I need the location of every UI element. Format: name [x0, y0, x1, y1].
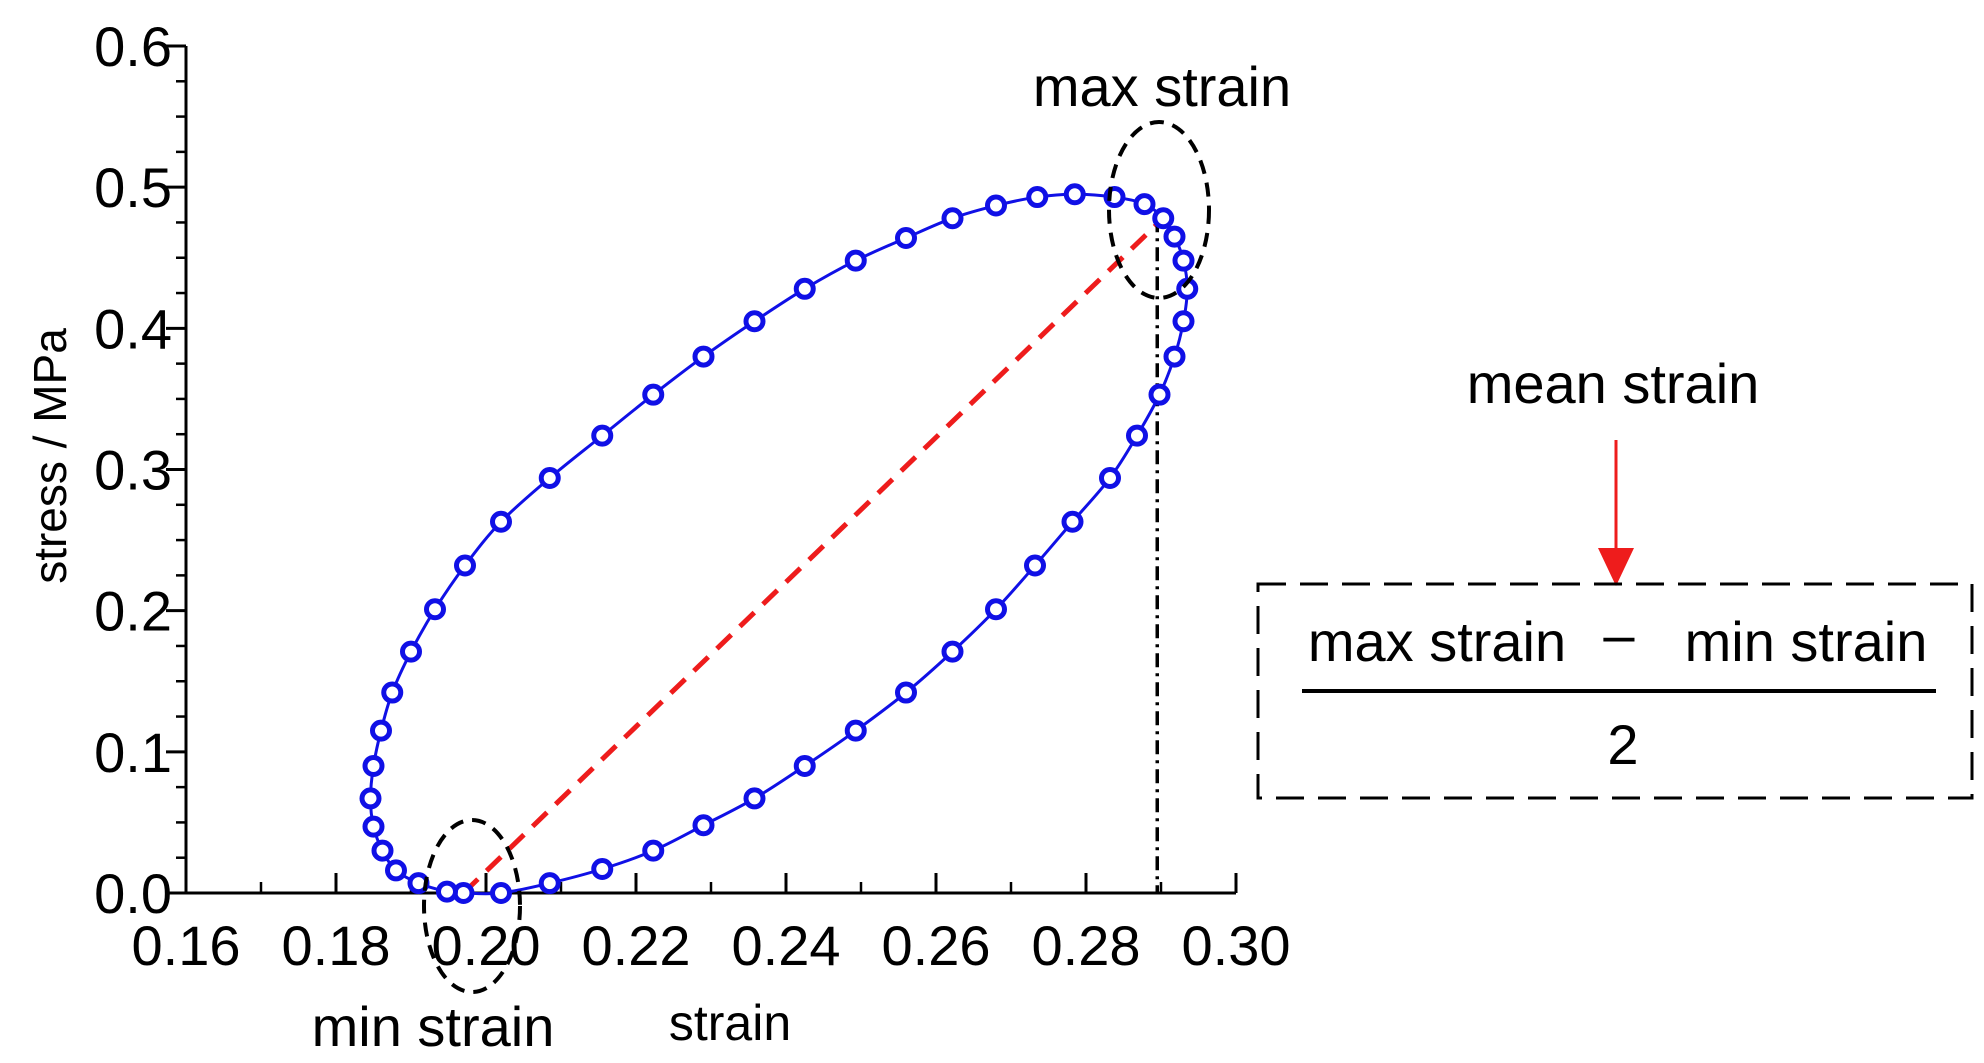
data-point [1152, 207, 1175, 230]
series-markers [359, 183, 1199, 904]
data-point [1172, 310, 1195, 333]
data-point [642, 839, 665, 862]
formula-minus-sign: – [1603, 603, 1635, 666]
x-tick-label: 0.18 [282, 914, 391, 977]
y-axis-ticks: 0.0 0.1 0.2 0.3 0.4 0.5 0.6 [94, 15, 186, 925]
data-point [642, 383, 665, 406]
data-point [1026, 186, 1049, 209]
data-point [793, 754, 816, 777]
data-point [1133, 193, 1156, 216]
data-point [400, 640, 422, 663]
data-point [359, 787, 382, 810]
x-tick-label: 0.20 [432, 914, 541, 977]
data-point [1099, 466, 1121, 489]
data-point [490, 510, 512, 533]
max-strain-ellipse [1107, 120, 1211, 300]
data-point [538, 872, 561, 895]
data-point [490, 882, 512, 904]
x-tick-label: 0.30 [1182, 914, 1291, 977]
data-point [1024, 554, 1046, 577]
data-point [370, 719, 392, 742]
data-point [743, 787, 766, 810]
data-point [371, 839, 394, 862]
y-tick-label: 0.1 [94, 721, 172, 784]
x-tick-label: 0.24 [732, 914, 841, 977]
data-point [692, 814, 715, 837]
formula-numerator-left: max strain [1308, 610, 1566, 673]
data-point [454, 554, 476, 577]
mean-strain-arrow-head [1598, 548, 1634, 586]
x-axis-ticks: 0.16 0.18 0.20 0.22 0.24 0.26 0.28 0.30 [132, 873, 1291, 977]
data-point [793, 277, 816, 300]
y-tick-label: 0.2 [94, 580, 172, 643]
data-point [985, 194, 1007, 217]
y-tick-label: 0.4 [94, 297, 172, 360]
data-point [1126, 424, 1148, 447]
data-point [424, 598, 446, 621]
min-strain-ellipse [422, 818, 522, 994]
data-point [362, 815, 385, 838]
data-point [844, 719, 867, 742]
x-axis-label: strain [669, 995, 791, 1051]
mean-strain-label: mean strain [1467, 352, 1760, 415]
y-tick-label: 0.6 [94, 15, 172, 78]
data-point [1163, 225, 1186, 248]
y-tick-label: 0.0 [94, 862, 172, 925]
data-point [844, 249, 867, 272]
formula-numerator-right: min strain [1685, 610, 1928, 673]
data-point [895, 226, 917, 249]
y-tick-label: 0.5 [94, 156, 172, 219]
data-point [941, 207, 964, 230]
data-point [692, 345, 715, 368]
data-point [436, 880, 458, 903]
data-point [381, 681, 404, 704]
data-point [591, 424, 614, 447]
data-point [1061, 510, 1084, 533]
max-strain-label: max strain [1033, 55, 1291, 118]
data-point [985, 598, 1007, 621]
mean-strain-dashed-line [461, 216, 1165, 895]
data-point [538, 466, 561, 489]
data-point [1148, 383, 1171, 406]
data-point [1163, 345, 1186, 368]
x-tick-label: 0.26 [882, 914, 991, 977]
y-tick-label: 0.3 [94, 439, 172, 502]
data-point [895, 681, 917, 704]
axes [184, 46, 1236, 895]
formula-box [1256, 582, 1974, 800]
data-point [1172, 249, 1195, 272]
guides [461, 216, 1165, 895]
min-strain-label: min strain [312, 995, 555, 1058]
series-line [368, 192, 1189, 896]
data-point [591, 858, 614, 881]
data-point [362, 754, 385, 777]
y-axis-label: stress / MPa [24, 328, 76, 584]
x-tick-label: 0.16 [132, 914, 241, 977]
formula-denominator: 2 [1607, 713, 1638, 776]
series-loop [368, 192, 1189, 896]
data-point [385, 859, 407, 882]
data-point [1063, 183, 1086, 206]
data-point [743, 310, 766, 333]
x-tick-label: 0.28 [1032, 914, 1141, 977]
data-point [941, 640, 964, 663]
x-tick-label: 0.22 [582, 914, 691, 977]
